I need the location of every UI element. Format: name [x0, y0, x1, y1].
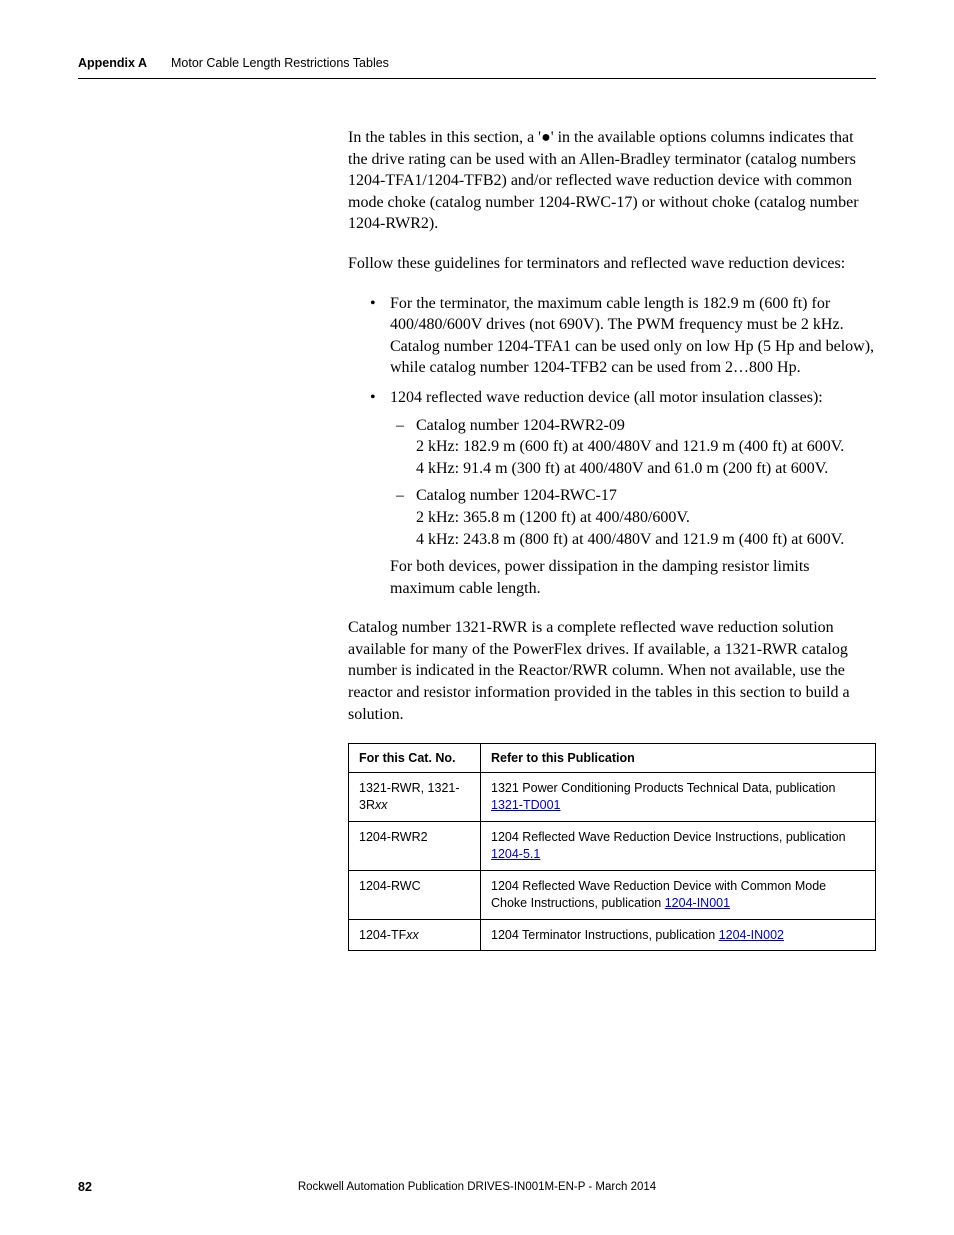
device-sublist: Catalog number 1204-RWR2-09 2 kHz: 182.9…	[390, 415, 876, 551]
cat-cell: 1321-RWR, 1321-3Rxx	[349, 773, 481, 822]
publication-id: Rockwell Automation Publication DRIVES-I…	[0, 1181, 954, 1193]
header-appendix: Appendix A	[78, 56, 147, 70]
dissipation-note: For both devices, power dissipation in t…	[390, 556, 876, 599]
dash-rwc17-title: Catalog number 1204-RWC-17	[416, 487, 617, 504]
pub-pre: 1204 Reflected Wave Reduction Device Ins…	[491, 830, 846, 844]
pub-cell: 1204 Reflected Wave Reduction Device Ins…	[481, 822, 876, 871]
pub-pre: 1321 Power Conditioning Products Technic…	[491, 781, 835, 795]
cat-text: 1204-RWR2	[359, 830, 428, 844]
intro-paragraph: In the tables in this section, a '●' in …	[348, 127, 876, 235]
dash-rwr2-2khz: 2 kHz: 182.9 m (600 ft) at 400/480V and …	[416, 438, 844, 455]
header-title: Motor Cable Length Restrictions Tables	[171, 56, 389, 70]
dash-rwc17-4khz: 4 kHz: 243.8 m (800 ft) at 400/480V and …	[416, 531, 844, 548]
pub-link[interactable]: 1204-5.1	[491, 847, 540, 861]
bullet-terminator: For the terminator, the maximum cable le…	[364, 293, 876, 379]
pub-link[interactable]: 1204-IN001	[665, 896, 730, 910]
page-footer: 82 Rockwell Automation Publication DRIVE…	[0, 1181, 954, 1193]
cat-italic: xx	[375, 798, 388, 812]
pub-link[interactable]: 1321-TD001	[491, 798, 561, 812]
cat-cell: 1204-TFxx	[349, 919, 481, 951]
pub-pre: 1204 Reflected Wave Reduction Device wit…	[491, 879, 826, 910]
catalog-1321-paragraph: Catalog number 1321-RWR is a complete re…	[348, 617, 876, 725]
cat-italic: xx	[406, 928, 419, 942]
page-header: Appendix A Motor Cable Length Restrictio…	[78, 56, 876, 79]
pub-pre: 1204 Terminator Instructions, publicatio…	[491, 928, 719, 942]
table-row: 1321-RWR, 1321-3Rxx 1321 Power Condition…	[349, 773, 876, 822]
dash-rwr2-4khz: 4 kHz: 91.4 m (300 ft) at 400/480V and 6…	[416, 460, 828, 477]
dash-rwc17: Catalog number 1204-RWC-17 2 kHz: 365.8 …	[390, 485, 876, 550]
table-row: 1204-RWC 1204 Reflected Wave Reduction D…	[349, 870, 876, 919]
bullet-reflected-wave: 1204 reflected wave reduction device (al…	[364, 387, 876, 599]
guidelines-intro: Follow these guidelines for terminators …	[348, 253, 876, 275]
table-header-row: For this Cat. No. Refer to this Publicat…	[349, 744, 876, 773]
col-header-cat: For this Cat. No.	[349, 744, 481, 773]
cat-text: 1204-RWC	[359, 879, 421, 893]
col-header-pub: Refer to this Publication	[481, 744, 876, 773]
bullet-reflected-wave-text: 1204 reflected wave reduction device (al…	[390, 389, 823, 406]
dash-rwr2-title: Catalog number 1204-RWR2-09	[416, 417, 625, 434]
page-number: 82	[78, 1180, 92, 1194]
guidelines-list: For the terminator, the maximum cable le…	[348, 293, 876, 600]
pub-cell: 1204 Terminator Instructions, publicatio…	[481, 919, 876, 951]
cat-cell: 1204-RWC	[349, 870, 481, 919]
main-content: In the tables in this section, a '●' in …	[348, 127, 876, 951]
pub-link[interactable]: 1204-IN002	[719, 928, 784, 942]
cat-cell: 1204-RWR2	[349, 822, 481, 871]
table-row: 1204-RWR2 1204 Reflected Wave Reduction …	[349, 822, 876, 871]
table-row: 1204-TFxx 1204 Terminator Instructions, …	[349, 919, 876, 951]
pub-cell: 1321 Power Conditioning Products Technic…	[481, 773, 876, 822]
dash-rwc17-2khz: 2 kHz: 365.8 m (1200 ft) at 400/480/600V…	[416, 509, 690, 526]
dash-rwr2: Catalog number 1204-RWR2-09 2 kHz: 182.9…	[390, 415, 876, 480]
cat-text: 1204-TF	[359, 928, 406, 942]
reference-table: For this Cat. No. Refer to this Publicat…	[348, 743, 876, 951]
pub-cell: 1204 Reflected Wave Reduction Device wit…	[481, 870, 876, 919]
